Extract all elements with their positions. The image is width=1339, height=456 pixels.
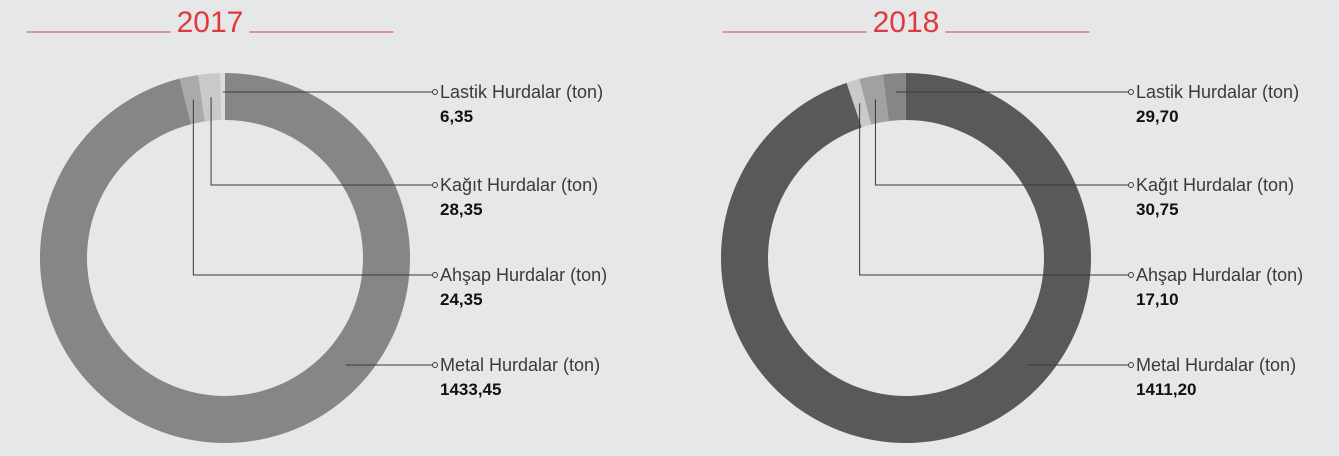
chart-title: 2018 bbox=[873, 6, 940, 39]
value-label: 24,35 bbox=[440, 290, 483, 309]
leader-dot bbox=[432, 182, 438, 188]
legend-label: Metal Hurdalar (ton) bbox=[440, 355, 600, 375]
leader-line bbox=[210, 97, 432, 186]
leader-dot bbox=[1128, 89, 1134, 95]
leader-dot bbox=[1128, 182, 1134, 188]
legend-label: Ahşap Hurdalar (ton) bbox=[440, 265, 607, 285]
leader-dot bbox=[1128, 362, 1134, 368]
leader-line bbox=[874, 99, 1128, 186]
leader-line bbox=[192, 99, 432, 276]
donut-slice bbox=[721, 73, 1092, 444]
donut-slice bbox=[179, 74, 205, 125]
donut-slice bbox=[39, 73, 410, 443]
value-label: 1433,45 bbox=[440, 380, 501, 399]
donut-slice bbox=[846, 78, 872, 128]
value-label: 28,35 bbox=[440, 200, 483, 219]
donut-slice bbox=[882, 73, 906, 122]
legend-label: Metal Hurdalar (ton) bbox=[1136, 355, 1296, 375]
value-label: 29,70 bbox=[1136, 107, 1179, 126]
donut-slice bbox=[198, 73, 222, 122]
legend-label: Lastik Hurdalar (ton) bbox=[440, 82, 603, 102]
chart-title: 2017 bbox=[177, 6, 244, 39]
value-label: 17,10 bbox=[1136, 290, 1179, 309]
leader-dot bbox=[1128, 272, 1134, 278]
leader-dot bbox=[432, 272, 438, 278]
leader-dot bbox=[432, 89, 438, 95]
donut-slice bbox=[859, 74, 889, 125]
leader-dot bbox=[432, 362, 438, 368]
value-label: 30,75 bbox=[1136, 200, 1179, 219]
legend-label: Lastik Hurdalar (ton) bbox=[1136, 82, 1299, 102]
value-label: 6,35 bbox=[440, 107, 473, 126]
donut-slice bbox=[220, 73, 225, 121]
legend-label: Ahşap Hurdalar (ton) bbox=[1136, 265, 1303, 285]
value-label: 1411,20 bbox=[1136, 380, 1197, 399]
legend-label: Kağıt Hurdalar (ton) bbox=[1136, 175, 1294, 195]
legend-label: Kağıt Hurdalar (ton) bbox=[440, 175, 598, 195]
leader-line bbox=[859, 103, 1128, 276]
